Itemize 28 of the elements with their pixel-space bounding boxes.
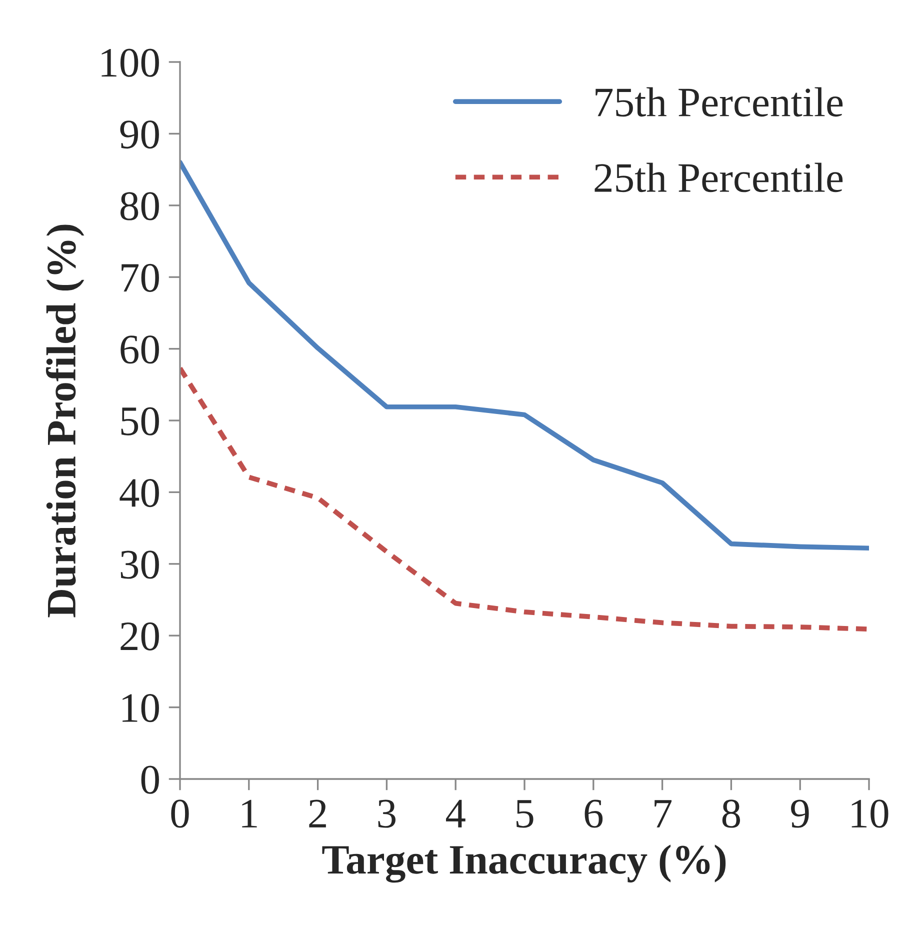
line-series (180, 160, 869, 551)
y-tick-label: 50 (121, 407, 159, 436)
y-tick-label: 30 (120, 550, 159, 579)
x-tick-label: 8 (722, 800, 740, 828)
y-tick-label: 0 (141, 766, 159, 794)
legend-label: 25th Percentile (594, 162, 843, 192)
x-tick-label: 10 (852, 800, 888, 828)
x-tick-label: 3 (378, 800, 396, 828)
y-tick-label: 70 (122, 264, 159, 292)
x-tick-label: 7 (654, 800, 672, 828)
legend-label: 75th Percentile (596, 87, 843, 117)
y-tick-label: 10 (122, 694, 159, 722)
x-tick-label: 6 (584, 800, 603, 828)
x-tick-label: 9 (791, 800, 809, 828)
x-tick-label: 0 (171, 800, 189, 828)
x-axis-title: Target Inaccuracy (%) (322, 844, 726, 883)
x-tick-label: 4 (446, 800, 466, 828)
y-tick-label: 40 (120, 478, 159, 508)
x-tick-label: 1 (242, 800, 257, 828)
y-axis-title: Duration Profiled (%) (46, 224, 84, 618)
y-tick-label: 90 (120, 120, 159, 149)
x-tick-label: 5 (516, 800, 534, 828)
y-tick-label: 80 (120, 192, 159, 220)
y-tick-label: 20 (120, 622, 159, 650)
y-tick-label: 60 (120, 336, 159, 364)
y-tick-label: 100 (102, 48, 159, 77)
x-tick-label: 2 (309, 800, 326, 828)
line-series (180, 366, 869, 632)
